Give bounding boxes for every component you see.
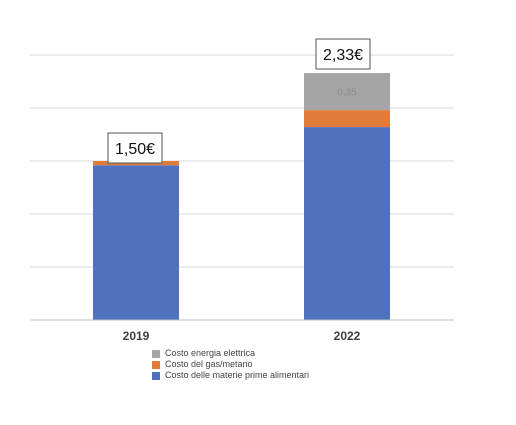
bar-2022-costo-delle-materie-prime-alimentari bbox=[304, 127, 390, 320]
legend-item: Costo del gas/metano bbox=[152, 359, 309, 370]
x-tick-label-2022: 2022 bbox=[334, 329, 361, 343]
total-label-box-2019 bbox=[107, 132, 163, 164]
legend-swatch bbox=[152, 349, 160, 358]
legend-item: Costo energia elettrica bbox=[152, 348, 309, 359]
bar-2022-costo-del-gas-metano bbox=[304, 110, 390, 128]
total-label-box-2022 bbox=[315, 38, 371, 70]
total-label-2022: 2,33€ bbox=[323, 47, 363, 64]
bar-2019-costo-delle-materie-prime-alimentari bbox=[93, 165, 179, 320]
legend-label: Costo energia elettrica bbox=[165, 348, 256, 358]
legend-item: Costo delle materie prime alimentari bbox=[152, 370, 309, 381]
legend-label: Costo delle materie prime alimentari bbox=[165, 370, 310, 380]
data-label-2022: 0,35 bbox=[337, 88, 357, 99]
bar-2022-costo-energia-elettrica bbox=[304, 73, 390, 111]
legend: Costo energia elettrica Costo del gas/met… bbox=[152, 348, 309, 381]
total-label-2019: 1,50€ bbox=[115, 141, 155, 158]
legend-swatch bbox=[152, 371, 160, 380]
x-tick-label-2019: 2019 bbox=[123, 329, 150, 343]
legend-swatch bbox=[152, 360, 160, 369]
legend-label: Costo del gas/metano bbox=[165, 359, 253, 369]
